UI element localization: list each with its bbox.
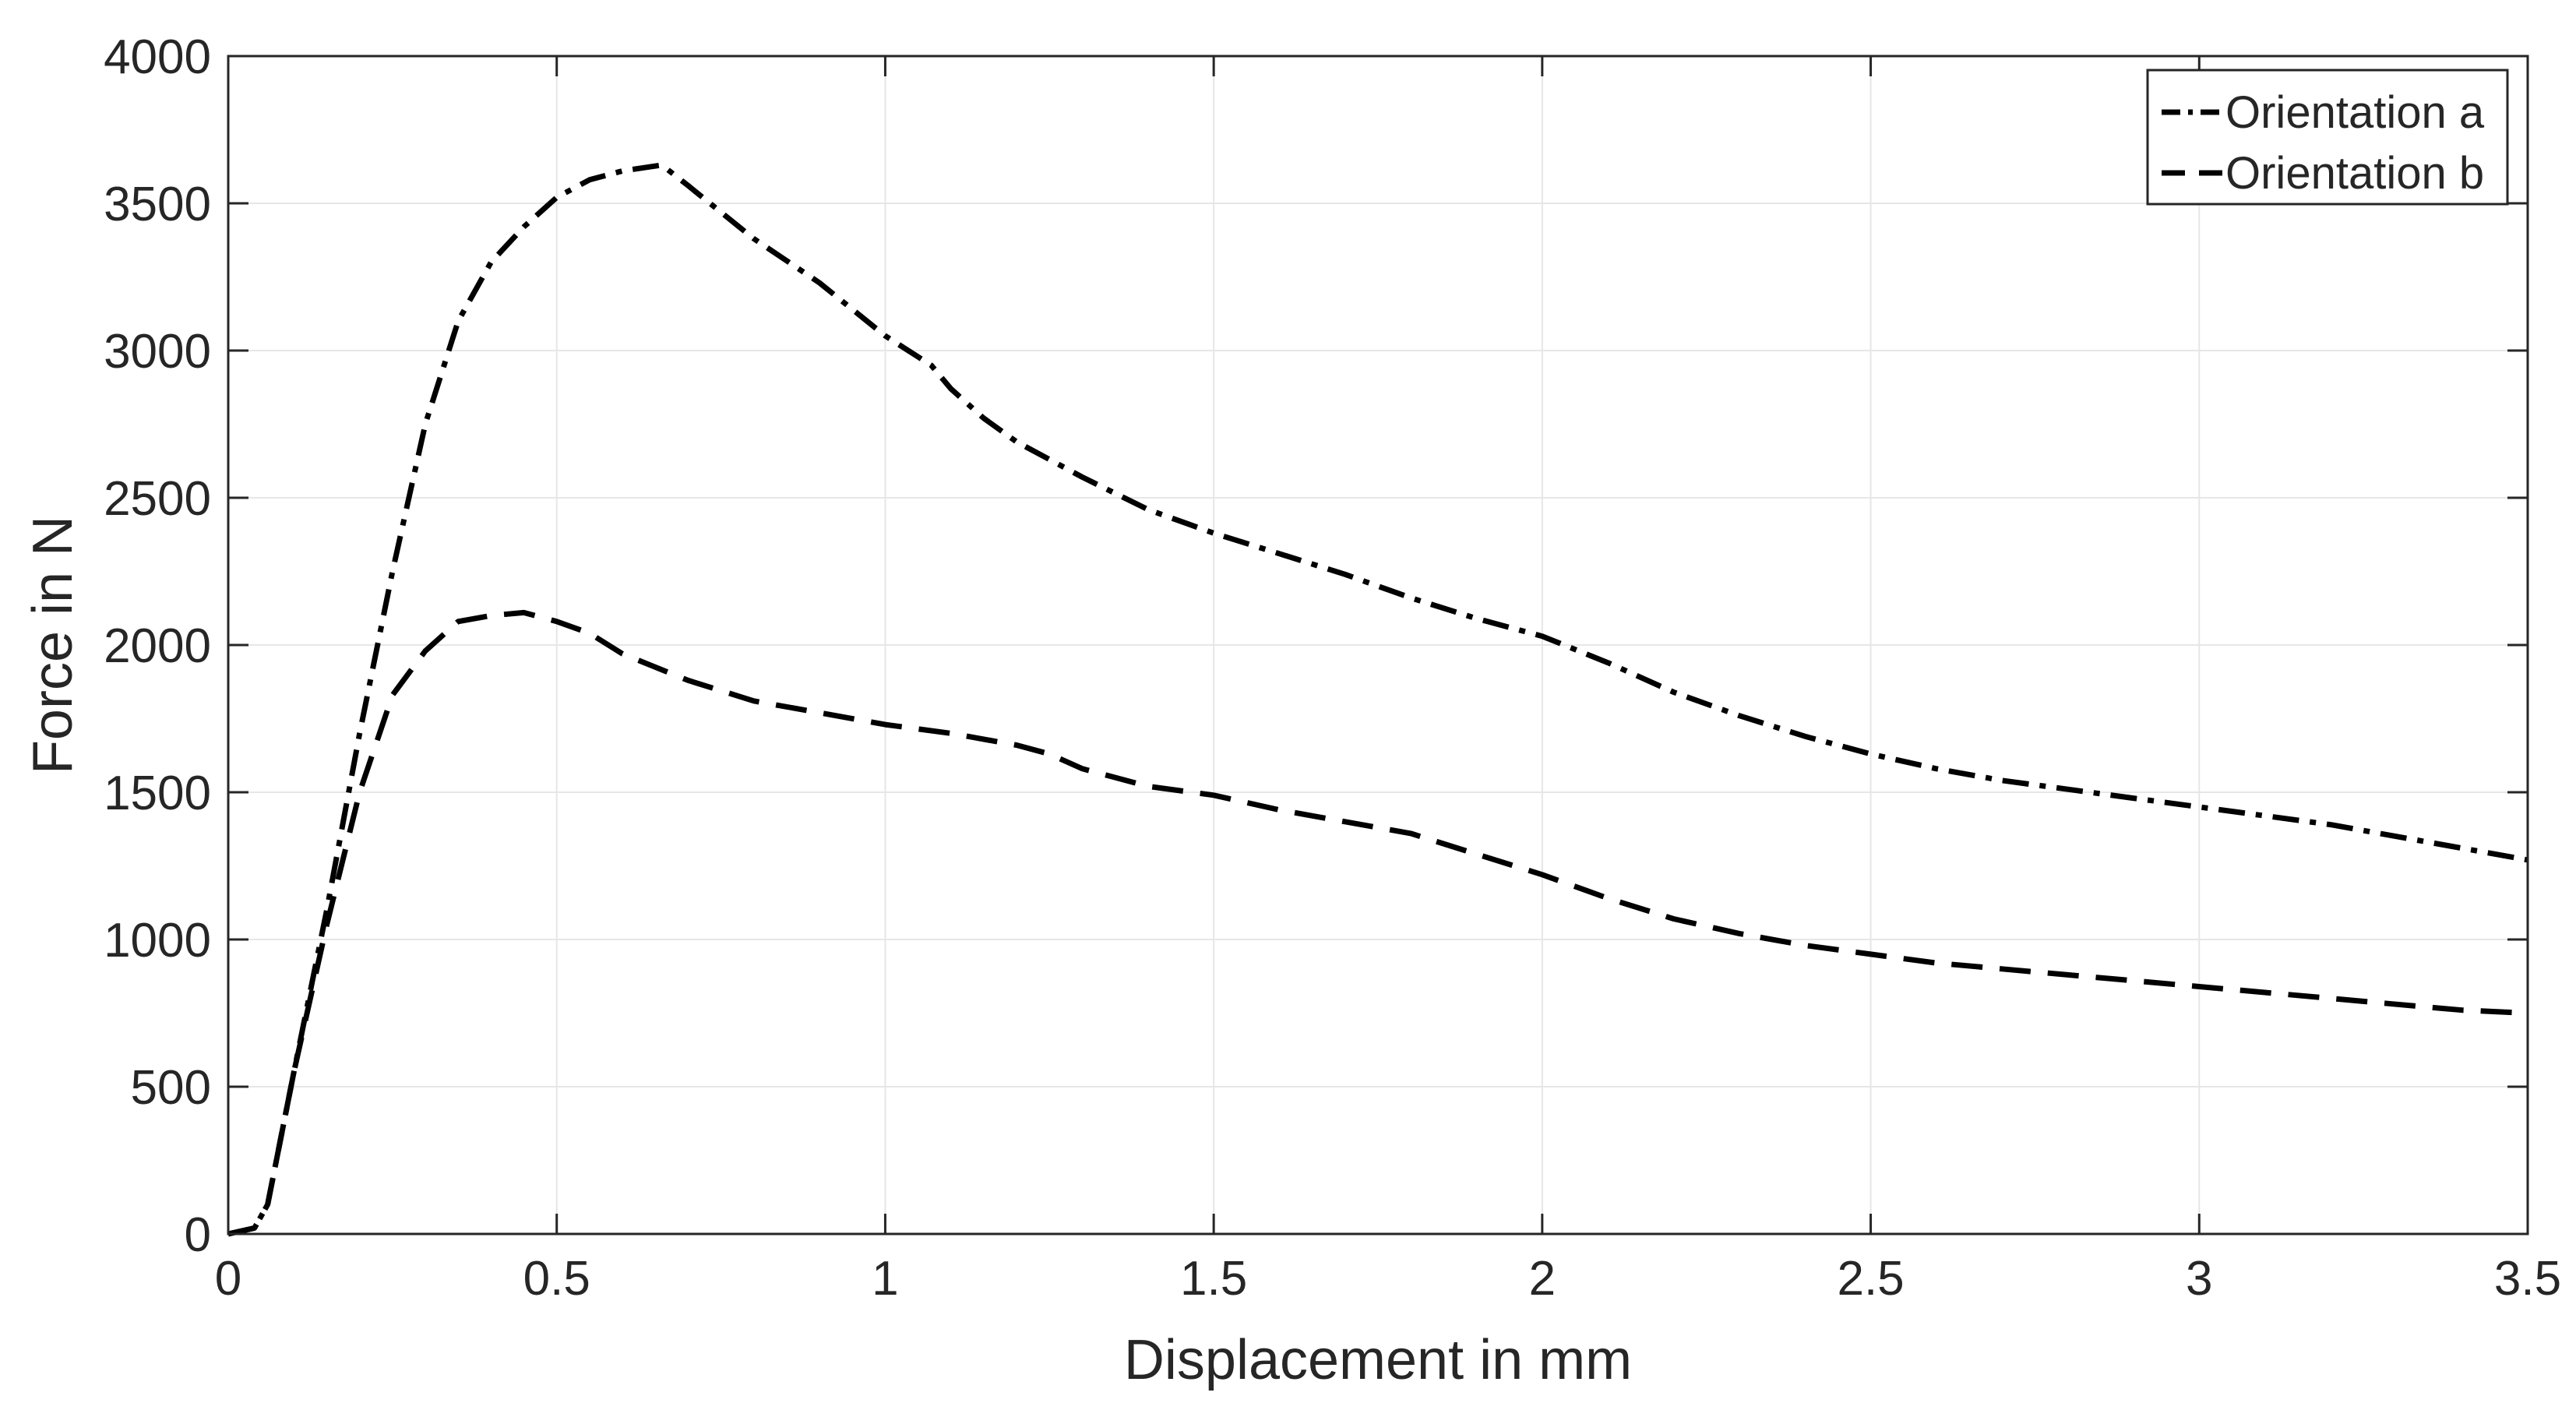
x-tick-label: 2.5 (1837, 1252, 1904, 1306)
x-tick-label: 2 (1529, 1252, 1556, 1306)
y-axis-title: Force in N (22, 516, 84, 774)
legend-label-orientation-b: Orientation b (2225, 148, 2484, 199)
legend-box (2146, 69, 2509, 206)
x-tick-label: 3.5 (2494, 1252, 2561, 1306)
legend-label-orientation-a: Orientation a (2225, 87, 2485, 138)
y-tick-label: 0 (185, 1208, 211, 1262)
x-tick-label: 1.5 (1180, 1252, 1247, 1306)
x-tick-label: 1 (872, 1252, 898, 1306)
y-tick-label: 2000 (104, 619, 211, 673)
y-tick-label: 4000 (104, 30, 211, 84)
tick-layer: 0 0.5 1 1.5 2 2.5 3 3.5 0 500 1000 1500 2000 2500 3000… (104, 30, 2561, 1306)
x-tick-label: 0 (215, 1252, 241, 1306)
x-tick-label: 0.5 (523, 1252, 590, 1306)
x-axis-title: Displacement in mm (1124, 1329, 1632, 1391)
y-tick-label: 3500 (104, 178, 211, 231)
legend: Orientation a Orientation b (2146, 69, 2509, 206)
series-line-orientation-b (227, 609, 2528, 1237)
series-layer (227, 162, 2528, 1237)
y-tick-label: 500 (131, 1061, 211, 1115)
y-tick-label: 1000 (104, 914, 211, 968)
y-tick-label: 3000 (104, 325, 211, 379)
y-tick-label: 2500 (104, 472, 211, 526)
x-tick-label: 3 (2186, 1252, 2212, 1306)
y-tick-label: 1500 (104, 767, 211, 820)
